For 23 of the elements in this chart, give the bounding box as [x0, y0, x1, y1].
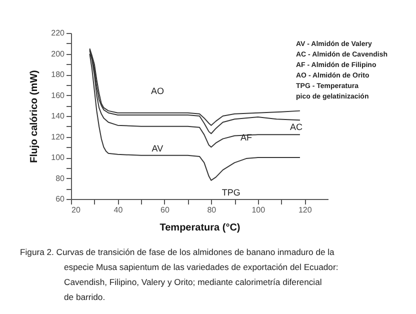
- y-tick-label: 60: [56, 194, 66, 204]
- y-tick-label: 140: [51, 112, 66, 120]
- annotation: AV: [152, 143, 164, 154]
- x-tick-label: 100: [252, 206, 266, 214]
- x-tick-label: 40: [114, 206, 124, 214]
- annotation: AF: [240, 132, 252, 142]
- annotation: AC: [290, 122, 304, 132]
- x-axis-title: Temperatura (°C): [160, 222, 240, 234]
- x-tick-label: 80: [207, 206, 217, 214]
- x-tick-label: 60: [160, 206, 170, 214]
- annotation: AO: [150, 86, 164, 96]
- y-tick-label: 80: [56, 174, 66, 183]
- y-tick-label: 100: [51, 153, 66, 162]
- y-tick-label: 180: [51, 70, 66, 79]
- x-tick-label: 120: [298, 206, 312, 214]
- y-tick-label: 120: [51, 132, 66, 142]
- annotation: TPG: [222, 187, 240, 198]
- y-tick-label: 200: [51, 49, 66, 58]
- y-axis-title: Flujo calórico (mW): [29, 70, 40, 163]
- y-tick-label: 220: [51, 28, 66, 38]
- x-tick-label: 20: [72, 206, 81, 214]
- text: Figura 2. Curvas de transición de fase de los almidones de banano inmaduro de la especie Musa sapientum de las variedades de exportación del Ecuador: Cavendish, Filipino, Valery y Orito; mediante calorimetría diferencial de barrido.: [20, 247, 338, 302]
- y-tick-label: 160: [51, 90, 66, 100]
